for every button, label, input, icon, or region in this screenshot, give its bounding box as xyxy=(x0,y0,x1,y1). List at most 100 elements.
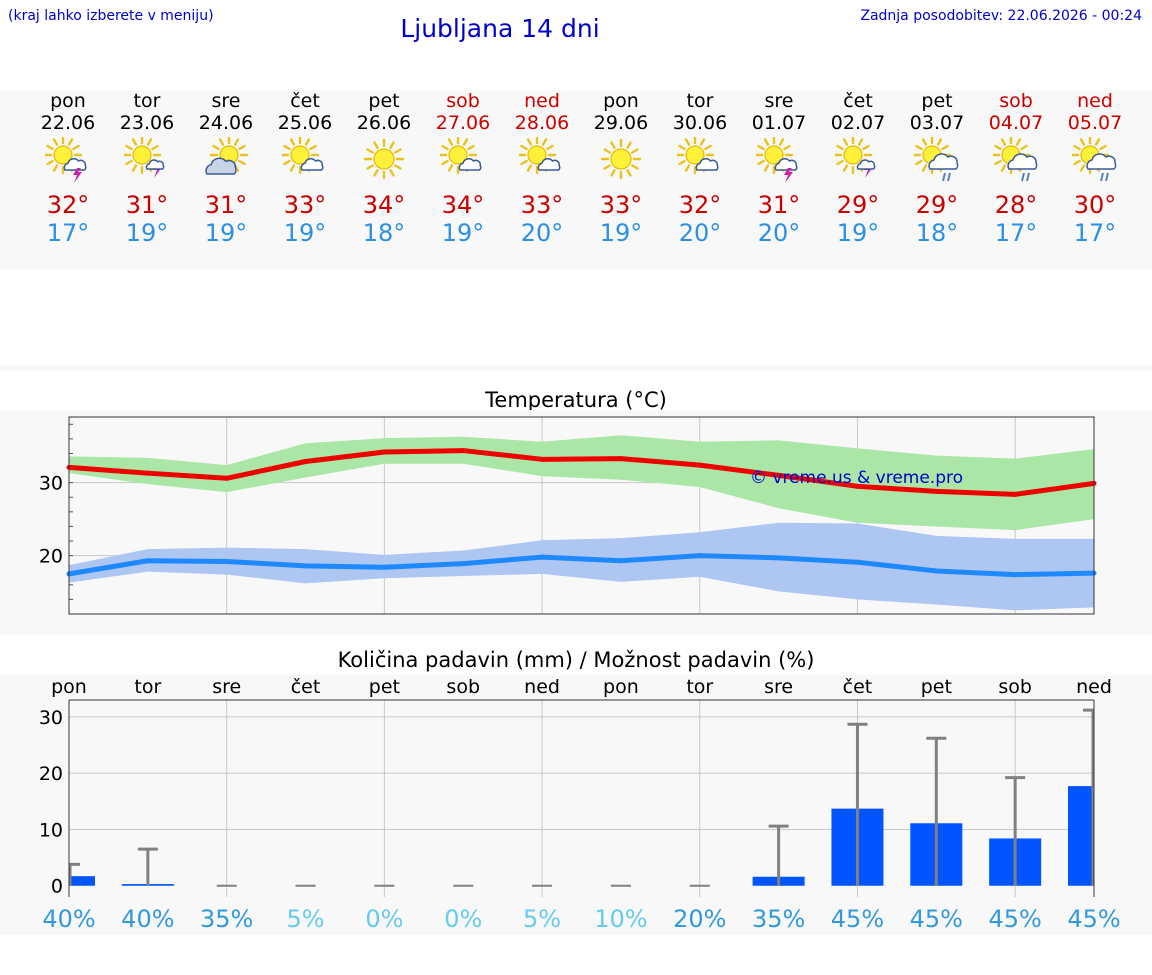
day-forecast: pet 26.06 34° 18° xyxy=(344,90,424,247)
day-name: čet xyxy=(843,90,873,112)
max-temperature: 33° xyxy=(599,191,643,219)
category-label: ned xyxy=(1076,676,1112,698)
sun-cloud-thunder-icon xyxy=(756,137,798,183)
precipitation-probability: 10% xyxy=(594,905,647,933)
min-temperature-point xyxy=(697,553,703,559)
max-temperature: 33° xyxy=(283,191,327,219)
day-forecast: pet 03.07 29° 18° xyxy=(897,90,977,247)
min-temperature-point xyxy=(539,554,545,560)
day-date: 01.07 xyxy=(751,112,807,134)
precipitation-bar xyxy=(69,876,95,886)
category-label: pon xyxy=(51,676,87,698)
day-name: pon xyxy=(603,90,639,112)
min-temperature-point xyxy=(854,559,860,565)
day-name: pon xyxy=(50,90,86,112)
category-label: sob xyxy=(998,676,1032,698)
sun-cloud-rain-icon xyxy=(914,137,959,182)
day-date: 25.06 xyxy=(277,112,333,134)
max-temperature: 34° xyxy=(441,191,485,219)
day-forecast: ned 05.07 30° 17° xyxy=(1055,90,1135,247)
day-date: 04.07 xyxy=(988,112,1044,134)
max-temperature: 32° xyxy=(46,191,90,219)
day-forecast: sre 01.07 31° 20° xyxy=(739,90,819,247)
day-date: 23.06 xyxy=(119,112,175,134)
day-name: ned xyxy=(1077,90,1113,112)
precipitation-probability: 5% xyxy=(286,905,324,933)
day-name: čet xyxy=(290,90,320,112)
plot-frame xyxy=(68,416,1095,615)
min-temperature: 19° xyxy=(836,219,880,247)
sun-cloud-icon xyxy=(440,137,482,175)
day-forecast: sob 04.07 28° 17° xyxy=(976,90,1056,247)
day-date: 28.06 xyxy=(514,112,570,134)
category-label: čet xyxy=(291,676,321,698)
category-label: pet xyxy=(369,676,400,698)
location-hint[interactable]: (kraj lahko izberete v meniju) xyxy=(8,8,214,24)
max-temperature: 33° xyxy=(520,191,564,219)
y-tick-label: 20 xyxy=(39,546,63,568)
last-updated: Zadnja posodobitev: 22.06.2026 - 00:24 xyxy=(860,8,1142,24)
max-temperature: 32° xyxy=(678,191,722,219)
max-temperature: 29° xyxy=(836,191,880,219)
day-date: 05.07 xyxy=(1067,112,1123,134)
day-date: 26.06 xyxy=(356,112,412,134)
min-temperature: 17° xyxy=(46,219,90,247)
page-title: Ljubljana 14 dni xyxy=(0,14,1000,43)
precipitation-chart-title: Količina padavin (mm) / Možnost padavin … xyxy=(337,648,815,672)
max-temperature: 29° xyxy=(915,191,959,219)
day-name: tor xyxy=(686,90,714,112)
day-forecast: ned 28.06 33° 20° xyxy=(502,90,582,247)
max-temperature-point xyxy=(697,462,703,468)
precipitation-probability: 0% xyxy=(444,905,482,933)
day-name: ned xyxy=(524,90,560,112)
day-name: pet xyxy=(921,90,953,112)
min-temperature: 17° xyxy=(994,219,1038,247)
category-label: sob xyxy=(446,676,480,698)
max-temperature-point xyxy=(224,475,230,481)
y-tick-label: 20 xyxy=(39,763,63,785)
day-forecast: pon 22.06 32° 17° xyxy=(28,90,108,247)
precipitation-probability: 35% xyxy=(752,905,805,933)
sun-cloud-rain-icon xyxy=(1072,137,1117,182)
sun-cloud-rain-icon xyxy=(993,137,1038,182)
precipitation-bar xyxy=(1068,786,1094,886)
day-name: pet xyxy=(368,90,400,112)
sun-cloud-thunder-icon xyxy=(45,137,87,183)
day-date: 30.06 xyxy=(672,112,728,134)
day-name: sob xyxy=(446,90,480,112)
min-temperature: 18° xyxy=(915,219,959,247)
max-temperature: 34° xyxy=(362,191,406,219)
y-tick-label: 0 xyxy=(51,876,63,898)
precipitation-probability: 40% xyxy=(121,905,174,933)
min-temperature-point xyxy=(145,558,151,564)
max-temperature: 28° xyxy=(994,191,1038,219)
day-forecast: čet 02.07 29° 19° xyxy=(818,90,898,247)
max-temperature: 31° xyxy=(204,191,248,219)
category-label: čet xyxy=(843,676,873,698)
category-label: pon xyxy=(603,676,639,698)
copyright-label: © vreme.us & vreme.pro xyxy=(750,468,963,488)
divider-band xyxy=(0,365,1152,371)
max-temperature-point xyxy=(460,448,466,454)
sun-icon xyxy=(363,138,405,180)
max-temperature-line xyxy=(68,448,1095,497)
min-temperature-point xyxy=(224,558,230,564)
min-temperature: 17° xyxy=(1073,219,1117,247)
min-temperature-point xyxy=(303,563,309,569)
day-name: sre xyxy=(211,90,241,112)
precipitation-probability: 5% xyxy=(523,905,561,933)
min-temperature-line xyxy=(68,553,1095,578)
precipitation-probability: 20% xyxy=(673,905,726,933)
category-label: sre xyxy=(212,676,241,698)
day-date: 02.07 xyxy=(830,112,886,134)
y-tick-label: 30 xyxy=(39,707,63,729)
temperature-chart-title: Temperatura (°C) xyxy=(485,388,667,412)
precipitation-probability: 45% xyxy=(831,905,884,933)
min-temperature: 20° xyxy=(678,219,722,247)
category-label: tor xyxy=(134,676,161,698)
min-temperature: 18° xyxy=(362,219,406,247)
min-temperature: 20° xyxy=(757,219,801,247)
sun-cloud-icon xyxy=(282,137,324,175)
precipitation-probability: 45% xyxy=(988,905,1041,933)
min-temperature: 20° xyxy=(520,219,564,247)
